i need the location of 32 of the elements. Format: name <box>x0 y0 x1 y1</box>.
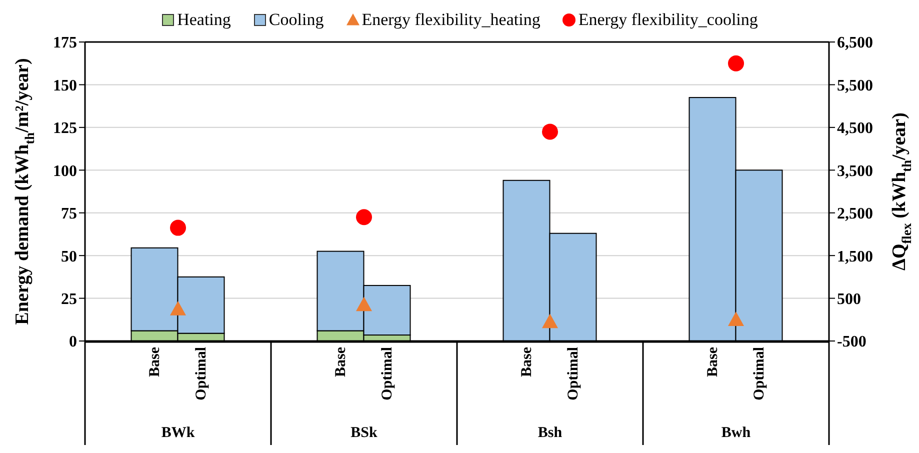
text: BSk <box>350 425 378 441</box>
x-tick-label: Base <box>704 346 721 377</box>
legend-label: Heating <box>177 10 231 30</box>
y-tick-label: 175 <box>53 34 77 52</box>
legend-label: Energy flexibility_cooling <box>578 10 758 30</box>
y-tick-label: 125 <box>53 120 77 138</box>
x-tick-label: Base <box>518 346 535 377</box>
x-tick-label: Optimal <box>751 347 768 400</box>
y2-tick-label: 6,500 <box>837 34 873 52</box>
y-tick-label: 50 <box>61 248 77 266</box>
legend-label: Energy flexibility_heating <box>362 10 540 30</box>
y2-tick-label: -500 <box>837 334 866 351</box>
text: BWk <box>161 425 196 441</box>
legend-label: Cooling <box>268 10 324 30</box>
y2-tick-label: 5,500 <box>837 77 873 94</box>
x-tick-label: Optimal <box>193 347 210 400</box>
y2-tick-label: 1,500 <box>837 248 873 266</box>
text: Bsh <box>538 425 563 441</box>
x-tick-label: Optimal <box>379 347 396 400</box>
y-tick-label: 100 <box>53 162 77 180</box>
y-tick-label: 75 <box>61 206 77 223</box>
y2-tick-label: 4,500 <box>837 120 873 138</box>
x-tick-label: Optimal <box>565 347 582 400</box>
y-tick-label: 0 <box>69 334 77 351</box>
x-tick-label: Base <box>146 346 163 377</box>
text: Bwh <box>721 425 752 441</box>
y2-tick-label: 500 <box>837 290 861 308</box>
y2-tick-label: 3,500 <box>837 162 873 180</box>
y2-tick-label: 2,500 <box>837 206 873 223</box>
y-tick-label: 25 <box>61 290 77 308</box>
y-tick-label: 150 <box>53 77 77 94</box>
x-tick-label: Base <box>332 346 349 377</box>
